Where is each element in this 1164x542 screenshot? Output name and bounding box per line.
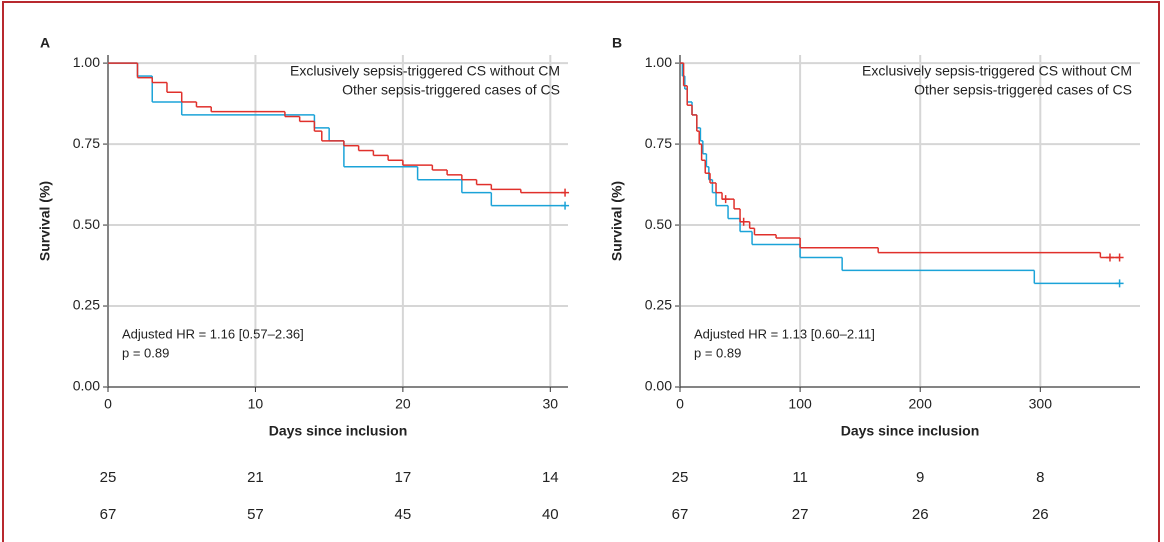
y-axis-label: Survival (%)	[609, 181, 625, 261]
legend-entry: Other sepsis-triggered cases of CS	[914, 82, 1132, 98]
x-tick-label: 30	[543, 396, 559, 412]
at-risk-count: 67	[100, 506, 117, 523]
panel-label: A	[40, 35, 50, 51]
y-tick-label: 1.00	[645, 54, 672, 70]
y-tick-label: 0.75	[645, 135, 672, 151]
y-tick-label: 0.25	[73, 297, 100, 313]
at-risk-count: 21	[247, 469, 264, 486]
x-axis-label: Days since inclusion	[269, 423, 408, 439]
x-tick-label: 0	[104, 396, 112, 412]
x-tick-label: 200	[909, 396, 933, 412]
censor-mark	[561, 188, 570, 197]
y-tick-label: 0.50	[645, 216, 672, 232]
censor-mark	[1115, 279, 1124, 288]
y-tick-label: 1.00	[73, 54, 100, 70]
at-risk-count: 9	[916, 469, 924, 486]
annotation: Adjusted HR = 1.13 [0.60–2.11]	[694, 326, 875, 341]
legend-entry: Exclusively sepsis-triggered CS without …	[290, 63, 560, 79]
x-tick-label: 100	[788, 396, 812, 412]
at-risk-count: 67	[672, 506, 689, 523]
annotation: p = 0.89	[694, 345, 741, 360]
at-risk-count: 14	[542, 469, 559, 486]
y-tick-label: 0.25	[645, 297, 672, 313]
x-axis-label: Days since inclusion	[841, 423, 980, 439]
annotation: Adjusted HR = 1.16 [0.57–2.36]	[122, 326, 304, 341]
at-risk-count: 25	[100, 469, 117, 486]
at-risk-count: 57	[247, 506, 264, 523]
annotation: p = 0.89	[122, 345, 169, 360]
y-tick-label: 0.75	[73, 135, 100, 151]
at-risk-count: 26	[912, 506, 929, 523]
x-tick-label: 0	[676, 396, 684, 412]
legend-entry: Exclusively sepsis-triggered CS without …	[862, 63, 1132, 79]
y-tick-label: 0.50	[73, 216, 100, 232]
censor-mark	[721, 195, 730, 204]
y-tick-label: 0.00	[645, 378, 672, 394]
legend-entry: Other sepsis-triggered cases of CS	[342, 82, 560, 98]
panel-label: B	[612, 35, 622, 51]
censor-mark	[739, 217, 748, 226]
at-risk-count: 26	[1032, 506, 1049, 523]
y-tick-label: 0.00	[73, 378, 100, 394]
x-tick-label: 300	[1029, 396, 1053, 412]
x-tick-label: 20	[395, 396, 411, 412]
at-risk-count: 27	[792, 506, 809, 523]
at-risk-count: 17	[395, 469, 412, 486]
at-risk-count: 40	[542, 506, 559, 523]
at-risk-count: 25	[672, 469, 689, 486]
at-risk-count: 45	[395, 506, 412, 523]
at-risk-count: 8	[1036, 469, 1044, 486]
x-tick-label: 10	[248, 396, 264, 412]
at-risk-count: 11	[792, 469, 808, 486]
censor-mark	[1115, 253, 1124, 262]
censor-mark	[561, 201, 570, 210]
y-axis-label: Survival (%)	[37, 181, 53, 261]
censor-mark	[1105, 253, 1114, 262]
